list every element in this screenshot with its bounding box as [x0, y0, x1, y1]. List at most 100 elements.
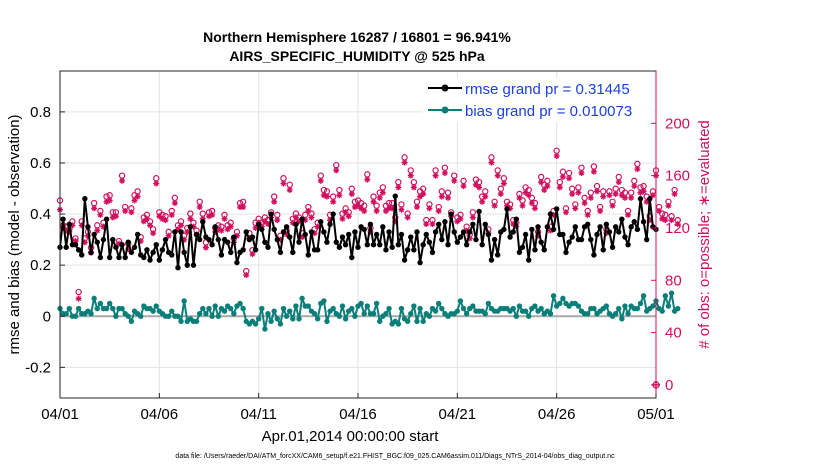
evaluated-obs-point	[497, 190, 504, 197]
evaluated-obs-point	[646, 217, 653, 224]
evaluated-obs-point	[181, 236, 188, 243]
bias-point	[675, 305, 681, 312]
y-axis-label: rmse and bias (model - observation)	[6, 114, 23, 354]
bias-point	[383, 310, 389, 317]
rmse-point	[150, 249, 156, 256]
evaluated-obs-point	[252, 224, 259, 231]
evaluated-obs-point	[323, 193, 330, 200]
bias-point	[153, 303, 159, 309]
evaluated-obs-point	[243, 272, 250, 279]
rmse-point	[82, 196, 88, 202]
rmse-point	[106, 254, 113, 261]
rmse-point	[206, 236, 212, 243]
rmse-point	[532, 247, 538, 253]
evaluated-obs-point	[249, 251, 256, 258]
evaluated-obs-point	[187, 215, 194, 222]
evaluated-obs-point	[587, 194, 594, 201]
bias-point	[585, 310, 591, 317]
rmse-point	[224, 239, 231, 245]
evaluated-obs-point	[631, 183, 638, 190]
bias-point	[522, 308, 529, 314]
bias-point	[432, 308, 439, 314]
rmse-point	[522, 231, 529, 238]
bias-point	[398, 305, 405, 312]
bias-point	[88, 310, 94, 317]
rmse-point	[541, 247, 547, 253]
evaluated-obs-point	[612, 190, 619, 197]
rmse-point	[389, 244, 395, 250]
bias-point	[231, 310, 237, 317]
evaluated-obs-point	[541, 187, 548, 194]
evaluated-obs-point	[112, 213, 119, 220]
evaluated-obs-point	[435, 207, 442, 214]
legend-box	[422, 78, 654, 122]
rmse-point	[169, 252, 175, 258]
rmse-point	[345, 231, 352, 238]
evaluated-obs-point	[106, 197, 113, 204]
evaluated-obs-point	[91, 205, 98, 212]
rmse-point	[336, 244, 343, 250]
rmse-point	[553, 206, 560, 212]
evaluated-obs-point	[342, 209, 349, 216]
bias-point	[404, 318, 411, 325]
bias-point	[259, 305, 265, 312]
evaluated-obs-point	[292, 214, 299, 221]
bias-point	[634, 305, 641, 312]
rmse-point	[125, 239, 131, 245]
rmse-point	[609, 244, 616, 250]
bias-point	[364, 303, 371, 309]
bias-point	[411, 303, 417, 309]
evaluated-obs-point	[240, 204, 247, 211]
rmse-point	[79, 252, 85, 258]
rmse-point	[436, 221, 442, 227]
evaluated-obs-point	[330, 198, 337, 205]
evaluated-obs-point	[159, 215, 166, 222]
evaluated-obs-point	[671, 190, 678, 197]
rmse-point	[516, 249, 523, 256]
rmse-point	[504, 206, 510, 212]
evaluated-obs-point	[308, 214, 315, 221]
evaluated-obs-point	[63, 227, 70, 234]
rmse-point	[339, 234, 346, 240]
rmse-point	[88, 249, 94, 256]
bias-point	[463, 310, 470, 317]
y-tick-label: 0	[43, 308, 51, 325]
rmse-point	[367, 221, 374, 227]
rmse-point	[85, 224, 91, 230]
evaluated-obs-point	[472, 181, 479, 188]
rmse-point	[364, 242, 371, 248]
evaluated-obs-point	[407, 172, 414, 179]
evaluated-obs-point	[659, 215, 666, 222]
bias-point	[439, 305, 445, 312]
rmse-point	[330, 211, 336, 217]
bias-point	[420, 318, 426, 325]
evaluated-obs-point	[618, 192, 625, 199]
bias-point	[196, 310, 203, 317]
evaluated-obs-point	[190, 223, 197, 230]
bias-point	[485, 300, 492, 307]
rmse-point	[234, 259, 240, 266]
rmse-point	[395, 242, 402, 248]
bias-point	[150, 308, 156, 314]
evaluated-obs-point	[153, 180, 160, 187]
bias-point	[612, 310, 619, 317]
evaluated-obs-point	[662, 217, 669, 224]
evaluated-obs-point	[143, 215, 150, 222]
evaluated-obs-point	[165, 232, 172, 239]
evaluated-obs-point	[429, 221, 436, 228]
rmse-point	[299, 216, 305, 222]
bias-point	[277, 321, 284, 327]
bias-point	[339, 303, 346, 309]
rmse-point	[432, 229, 439, 235]
rmse-point	[420, 242, 426, 248]
bias-point	[668, 290, 675, 296]
rmse-point	[252, 247, 259, 253]
bias-point	[106, 300, 113, 307]
evaluated-obs-point	[271, 198, 278, 205]
rmse-point	[491, 236, 498, 243]
rmse-point	[429, 249, 436, 256]
y2-tick-label: 40	[665, 325, 682, 342]
evaluated-obs-point	[370, 198, 377, 205]
y2-tick-label: 0	[665, 377, 673, 394]
rmse-point	[113, 244, 119, 250]
